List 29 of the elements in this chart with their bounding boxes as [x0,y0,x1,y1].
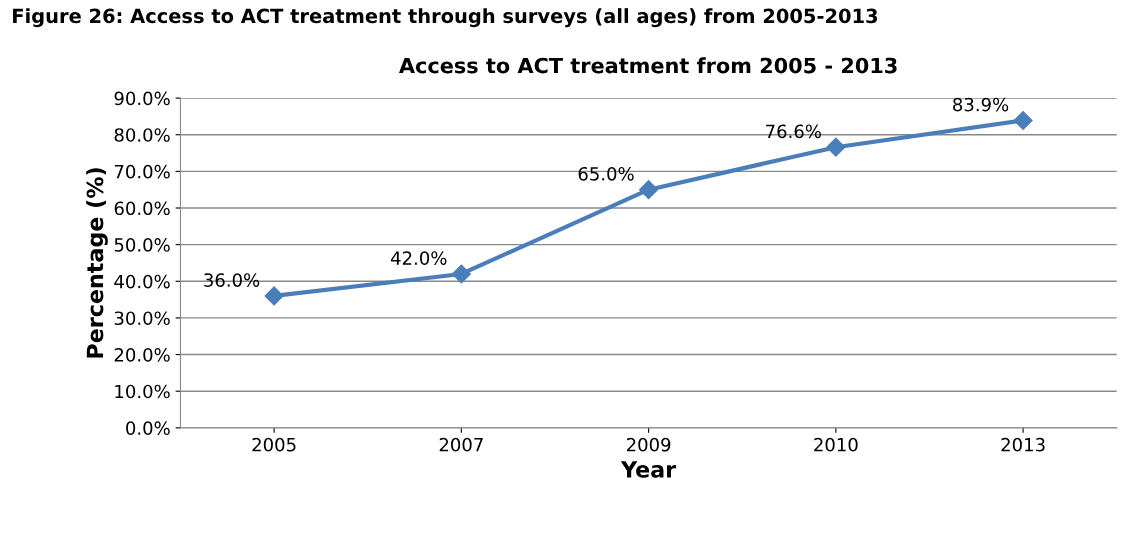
y-axis-title: Percentage (%) [86,168,108,358]
y-tick-label: 70.0% [114,164,170,179]
data-label: 83.9% [953,97,1009,112]
x-tick-label: 2007 [439,437,483,452]
y-tick-label: 90.0% [114,91,170,106]
x-axis-title: Year [620,461,677,478]
y-tick-label: 80.0% [114,128,170,142]
point [451,264,471,284]
data-label: 36.0% [204,273,260,287]
y-tick-label: 40.0% [114,274,170,289]
y-tick-label: 10.0% [115,384,170,399]
y-tick-label: 30.0% [114,311,170,326]
x-tick-label: 2010 [814,437,858,452]
data-label: 76.6% [766,124,821,139]
point [1013,110,1033,130]
point [639,180,659,200]
x-tick-label: 2013 [1001,437,1045,452]
caption: Figure 26: Access to ACT treatment through surveys (all ages) from 2005-2013 [13,8,878,28]
y-tick-label: 20.0% [114,348,170,362]
x-tick-label: 2005 [252,437,296,452]
y-tick-label: 60.0% [114,201,170,216]
point [264,286,284,306]
point [826,137,846,157]
data-label: 65.0% [578,166,634,181]
data-label: 42.0% [390,251,447,265]
y-tick-label: 0.0% [126,421,170,435]
x-tick-label: 2009 [626,437,671,452]
chart-title: Access to ACT treatment from 2005 - 2013 [399,57,897,74]
y-tick-label: 50.0% [114,238,170,252]
